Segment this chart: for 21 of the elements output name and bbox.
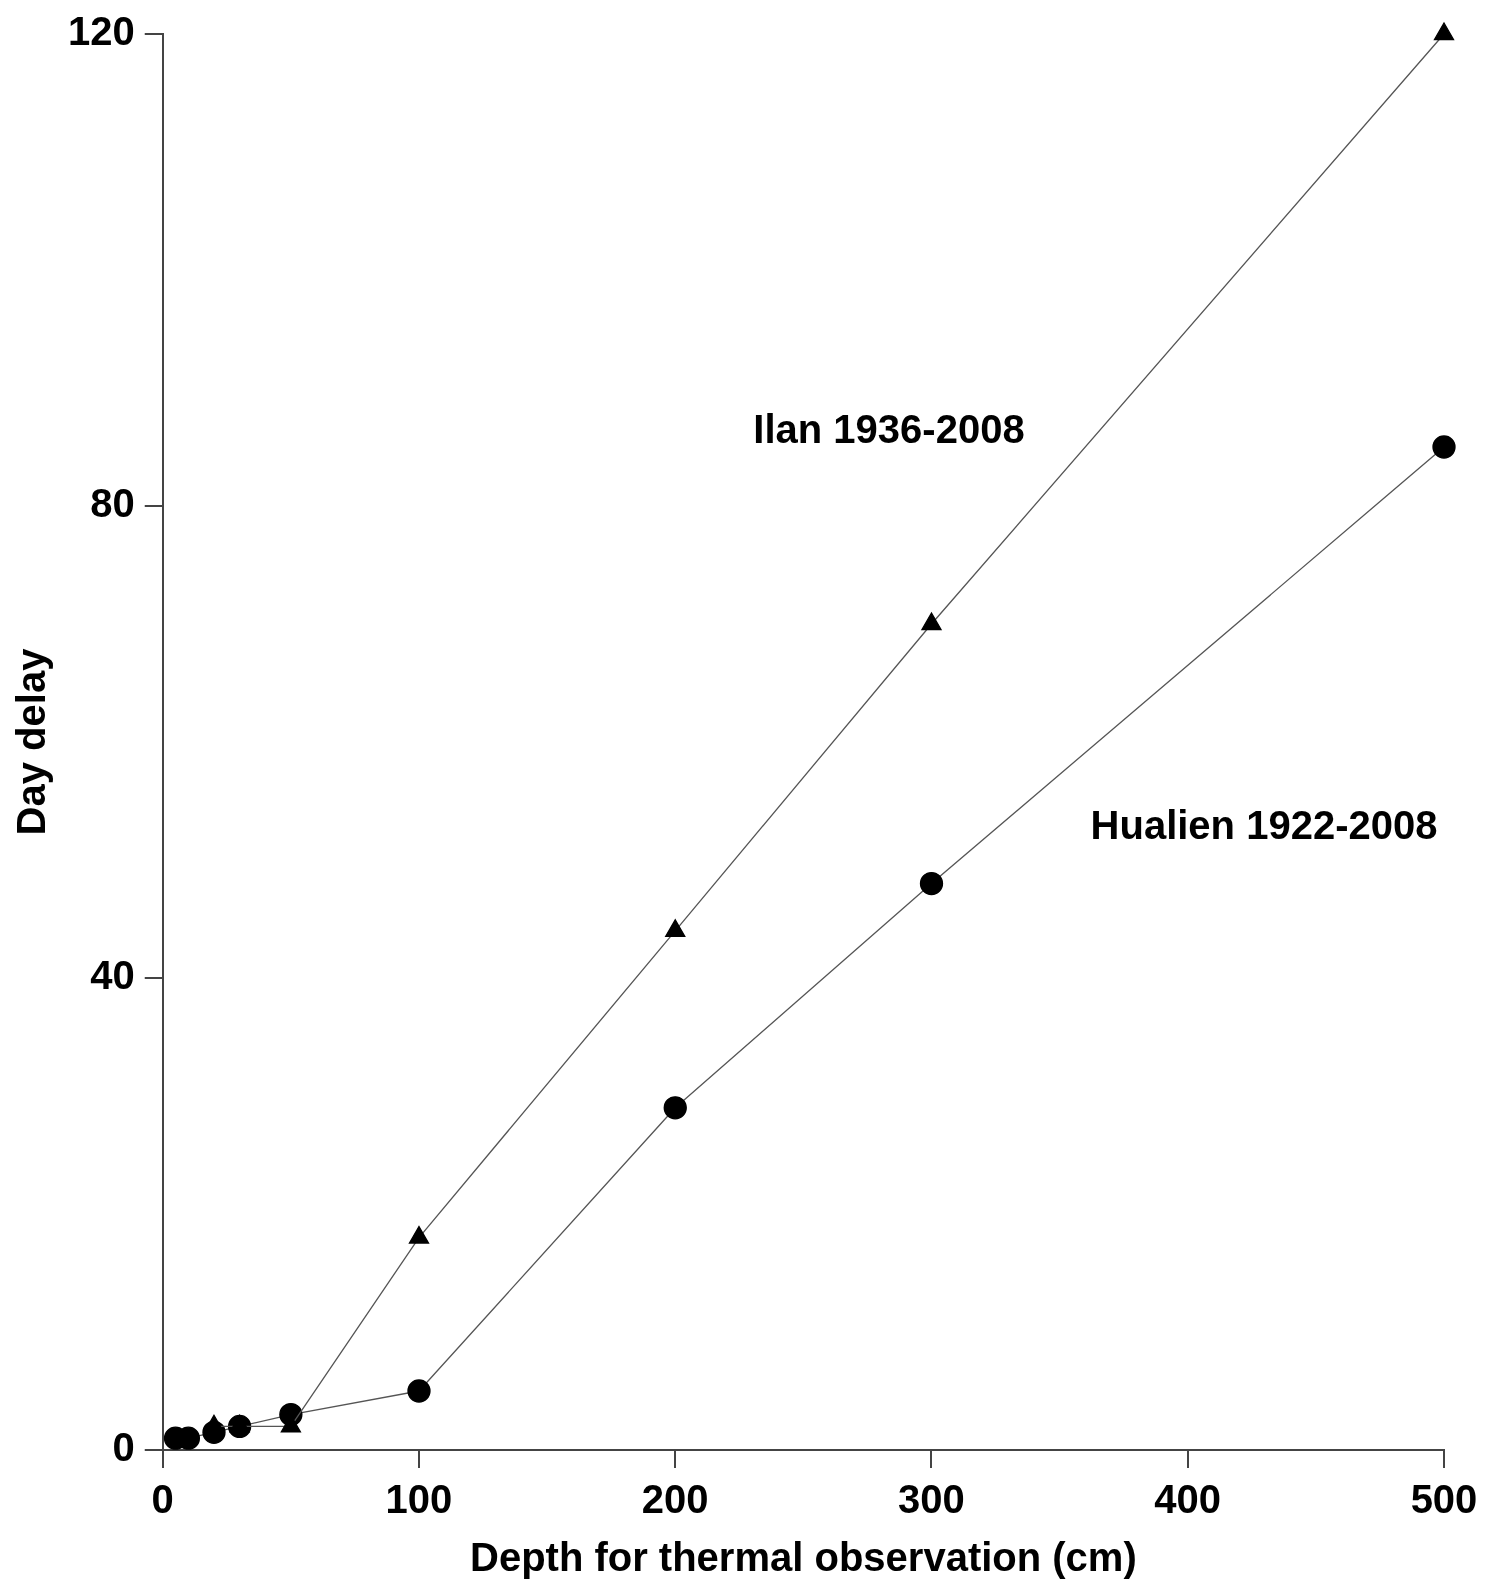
- y-tick-label: 40: [90, 953, 135, 998]
- x-tick-label: 500: [1410, 1477, 1478, 1522]
- y-tick-label: 0: [112, 1425, 135, 1470]
- point: [1432, 435, 1456, 459]
- point: [665, 919, 686, 937]
- y-tick-label: 80: [90, 481, 135, 526]
- point: [919, 871, 944, 896]
- x-tick-label: 200: [641, 1477, 709, 1522]
- x-tick-label: 400: [1154, 1477, 1222, 1522]
- point: [1433, 22, 1455, 41]
- y-tick-label: 120: [67, 9, 135, 54]
- series-label: Ilan 1936-2008: [753, 407, 1025, 452]
- point: [407, 1379, 431, 1403]
- x-axis-title: Depth for thermal observation (cm): [469, 1535, 1137, 1580]
- x-tick-label: 100: [385, 1477, 453, 1522]
- y-axis-title: Day delay: [9, 647, 54, 836]
- point: [921, 612, 942, 631]
- x-tick-label: 0: [151, 1477, 174, 1522]
- point: [663, 1096, 687, 1120]
- series-label: Hualien 1922-2008: [1090, 803, 1438, 848]
- x-tick-label: 300: [898, 1477, 965, 1522]
